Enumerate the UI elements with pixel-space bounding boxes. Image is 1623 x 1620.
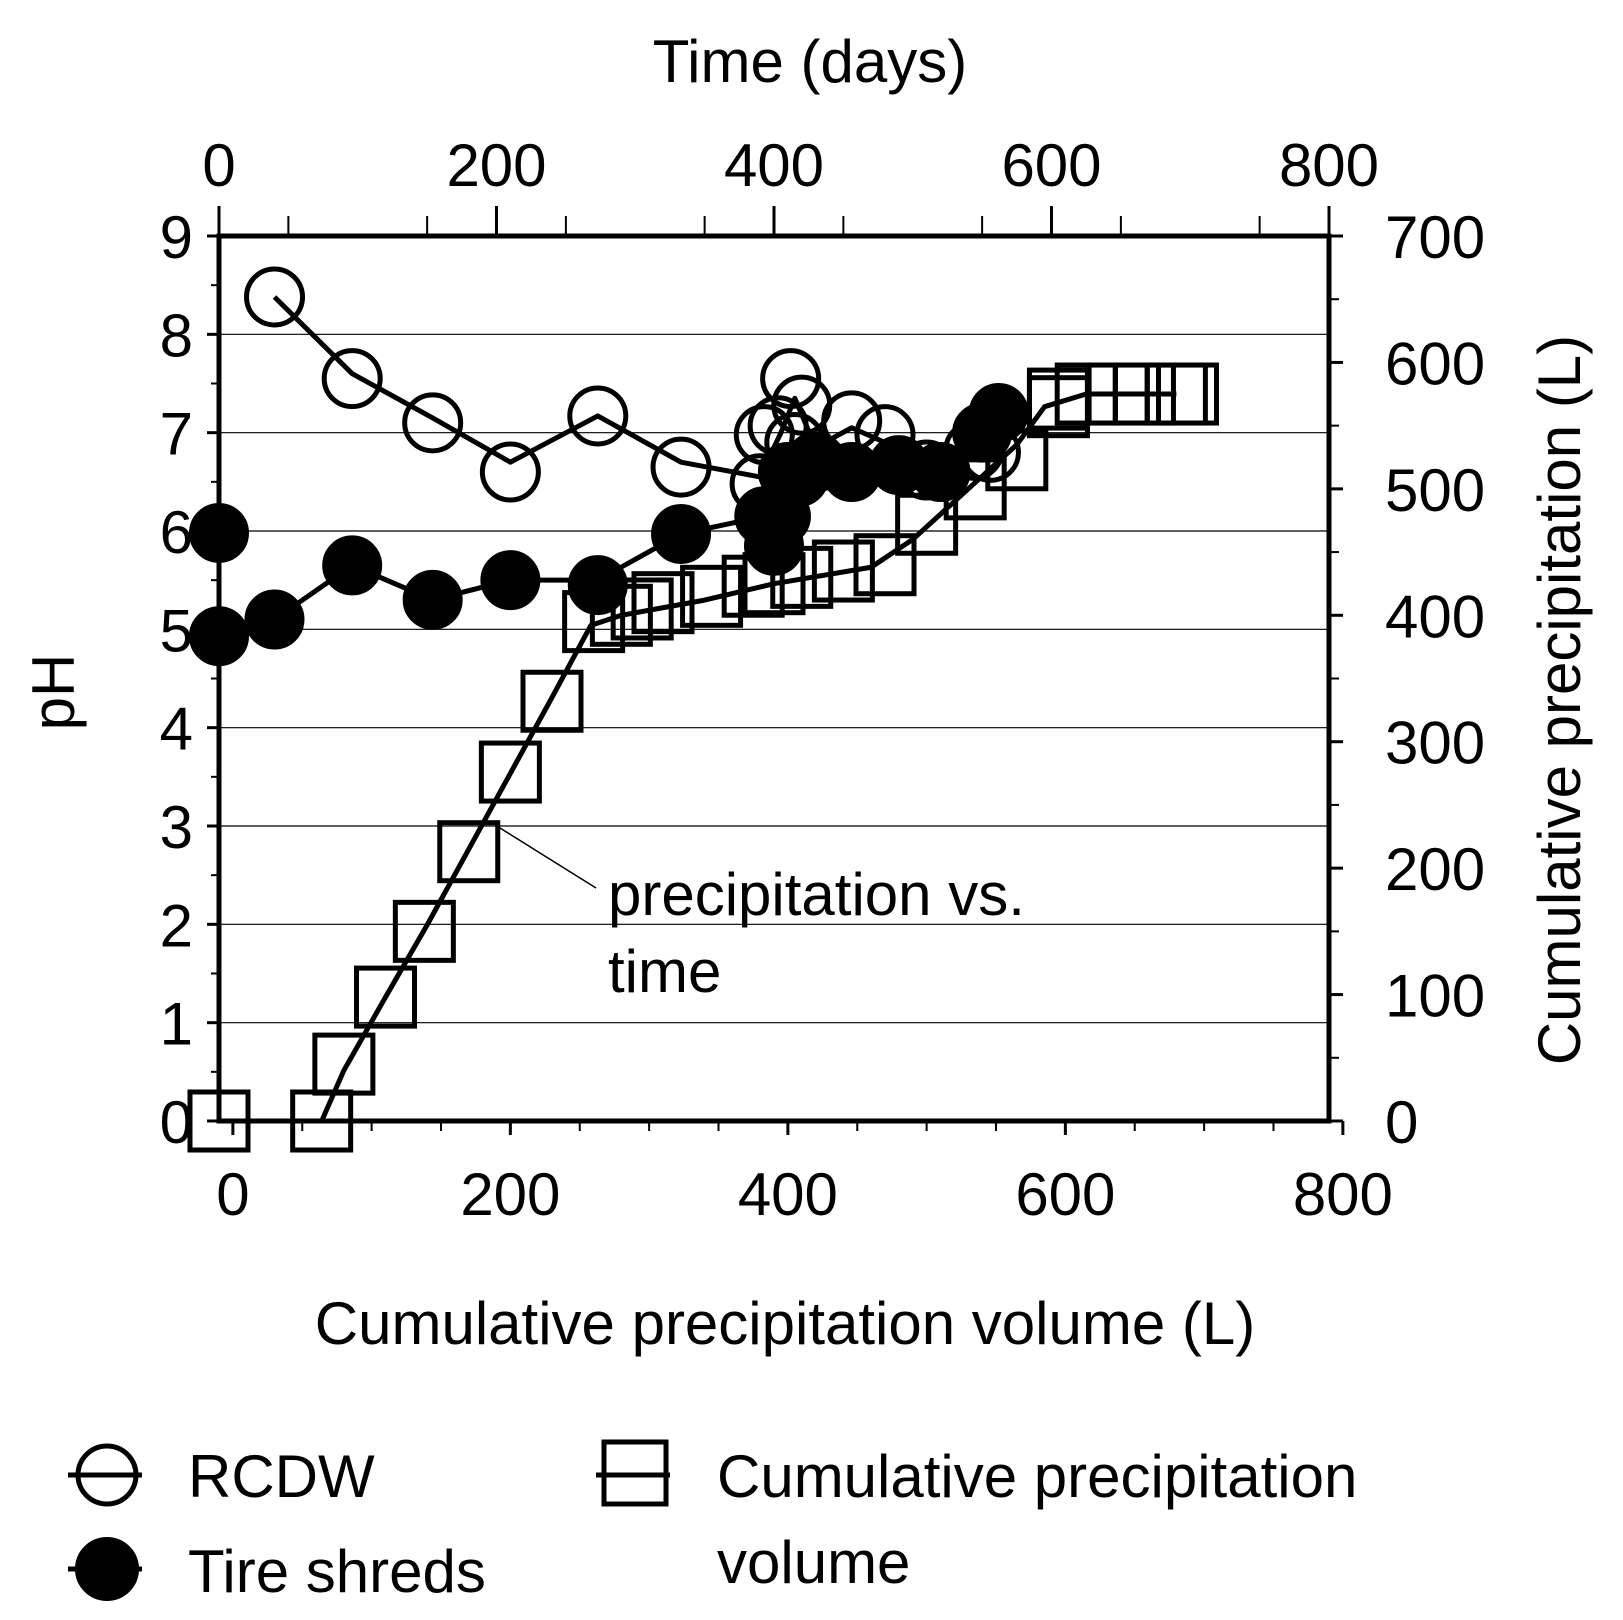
left-tick-label: 6	[160, 499, 193, 566]
bottom-axis-title: Cumulative precipitation volume (L)	[315, 1290, 1255, 1357]
legend-item-cumulative-precipitation: Cumulative precipitation volume	[596, 1439, 1357, 1596]
rcdw-point	[244, 266, 305, 328]
precipitation-line	[319, 391, 1177, 1123]
annotation-leader-line	[499, 827, 597, 889]
bottom-tick-label: 800	[1293, 1161, 1393, 1228]
top-tick-label: 400	[724, 132, 824, 199]
left-tick-label: 9	[160, 204, 193, 271]
bottom-tick-label: 400	[738, 1161, 838, 1228]
annotation-line-2: time	[608, 938, 721, 1005]
legend-label-rcdw: RCDW	[188, 1443, 375, 1510]
right-tick-label: 500	[1385, 457, 1485, 524]
right-axis-title: Cumulative precipitation (L)	[1526, 335, 1593, 1065]
right-tick-label: 0	[1385, 1089, 1418, 1156]
bottom-tick-label: 600	[1015, 1161, 1115, 1228]
precipitation-point	[853, 533, 917, 597]
precipitation-point	[631, 571, 695, 635]
precipitation-point	[680, 564, 744, 628]
rcdw-point	[321, 348, 383, 410]
tire-shreds-point	[968, 383, 1029, 443]
right-tick-label: 100	[1385, 963, 1485, 1030]
precipitation-point	[1112, 362, 1176, 426]
legend: RCDW Tire shreds Cumulative precipitatio…	[68, 1439, 1357, 1605]
right-tick-label: 700	[1385, 204, 1485, 271]
left-tick-label: 1	[160, 991, 193, 1058]
precipitation-point	[392, 899, 456, 963]
left-axis-title: pH	[20, 654, 87, 731]
left-tick-label: 7	[160, 401, 193, 468]
left-tick-label: 2	[160, 892, 193, 959]
legend-label-tire-shreds: Tire shreds	[188, 1538, 486, 1605]
tire-shreds-point	[244, 589, 305, 650]
filled-circle-icon	[75, 1537, 139, 1601]
bottom-tick-label: 0	[216, 1161, 249, 1228]
tire-shreds-point	[402, 569, 463, 630]
rcdw-point	[650, 436, 712, 498]
tire-shreds-point	[651, 503, 712, 564]
left-tick-label: 4	[160, 696, 193, 763]
legend-item-tire-shreds: Tire shreds	[68, 1537, 486, 1605]
rcdw-point	[479, 441, 541, 503]
top-tick-label: 0	[202, 132, 235, 199]
top-axis-title: Time (days)	[653, 28, 967, 95]
rcdw-point	[760, 348, 822, 410]
legend-label-precip-1: Cumulative precipitation	[717, 1443, 1357, 1510]
legend-label-precip-2: volume	[717, 1529, 910, 1596]
top-tick-label: 800	[1279, 132, 1379, 199]
precipitation-point	[520, 669, 584, 733]
left-tick-label: 0	[160, 1089, 193, 1156]
precipitation-point	[312, 1032, 376, 1096]
left-tick-label: 8	[160, 302, 193, 369]
tire-shreds-point	[480, 550, 541, 611]
tire-shreds-point	[322, 535, 383, 596]
left-tick-label: 5	[160, 597, 193, 664]
precipitation-point	[437, 820, 501, 884]
legend-item-rcdw: RCDW	[68, 1443, 375, 1510]
precipitation-point	[811, 539, 875, 603]
top-tick-label: 200	[446, 132, 546, 199]
tire-shreds-point	[910, 442, 971, 502]
precipitation-point	[354, 965, 417, 1029]
right-tick-label: 400	[1385, 583, 1485, 650]
rcdw-point	[567, 385, 629, 447]
right-tick-label: 600	[1385, 330, 1485, 397]
precipitation-point	[478, 740, 542, 804]
top-tick-label: 600	[1001, 132, 1101, 199]
right-tick-label: 200	[1385, 836, 1485, 903]
rcdw-point	[402, 392, 464, 454]
annotation-line-1: precipitation vs.	[608, 861, 1025, 928]
precipitation-point	[1155, 362, 1219, 426]
tire-shreds-point	[567, 555, 628, 616]
left-tick-label: 3	[160, 794, 193, 861]
bottom-tick-label: 200	[460, 1161, 560, 1228]
right-tick-label: 300	[1385, 710, 1485, 777]
